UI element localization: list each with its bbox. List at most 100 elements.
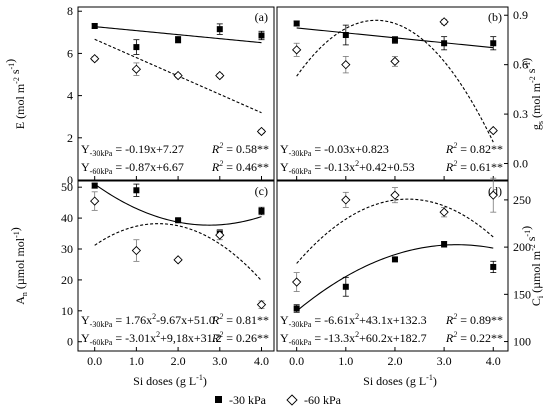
text-span: +9,18x+31.2 — [160, 331, 222, 345]
point-30kpa — [342, 283, 349, 290]
text-span: s — [8, 69, 22, 77]
point-30kpa — [175, 36, 182, 43]
point-30kpa — [293, 305, 300, 312]
point-60kpa — [173, 255, 183, 265]
equation-60kpa: Y-60kPa = -0.87x+6.67 — [81, 160, 184, 176]
x-tick-label: 3.0 — [437, 354, 452, 368]
x-tick-label: 4.0 — [486, 354, 501, 368]
text-span: -30kPa — [90, 320, 113, 329]
text-span: -1 — [523, 62, 532, 69]
legend: -30 kPa -60 kPa — [215, 393, 342, 407]
text-span: Y — [280, 160, 289, 174]
text-span: ) — [519, 58, 533, 62]
text-span: = -0.19x+7.27 — [112, 142, 184, 156]
r2-label: R2 = 0.22** — [445, 330, 503, 345]
text-span: = 0.26** — [223, 331, 269, 345]
y-tick-label: 4 — [67, 89, 73, 103]
y-tick-label: 10 — [61, 304, 73, 318]
text-span: Y — [81, 160, 90, 174]
text-span: -60kPa — [289, 167, 312, 176]
text-span: A — [13, 296, 27, 305]
text-span: = 1.76x — [112, 313, 152, 327]
y-tick-label: 0.9 — [513, 8, 528, 22]
legend-label-60kpa: -60 kPa — [304, 393, 342, 407]
text-span: 2 — [152, 312, 156, 321]
text-span: g L — [180, 374, 196, 388]
text-span: -1 — [523, 230, 532, 237]
text-span: -1 — [12, 231, 21, 238]
legend-label-30kpa: -30 kPa — [229, 393, 267, 407]
text-span: -2 — [12, 77, 21, 84]
point-30kpa — [441, 241, 448, 248]
text-span: i — [536, 295, 545, 298]
text-span: 2 — [453, 312, 457, 321]
point-30kpa — [342, 32, 349, 39]
text-span: = -0.87x+6.67 — [112, 160, 184, 174]
text-span: = 0.58** — [223, 142, 269, 156]
plot-frame — [276, 180, 509, 352]
r2-label: R2 = 0.89** — [445, 312, 503, 327]
point-30kpa — [441, 40, 448, 47]
text-span: -9.67x+51.0 — [156, 313, 215, 327]
text-span: 2 — [219, 312, 223, 321]
text-span: -2 — [528, 244, 537, 251]
text-span: -1 — [426, 373, 433, 382]
text-span: R — [211, 313, 220, 327]
y-axis-title-d: Ci (µmol m-2 s-1) — [519, 226, 545, 306]
text-span: ) — [519, 226, 533, 230]
fit-curve — [94, 223, 262, 282]
text-span: Y — [81, 142, 90, 156]
text-span: = 0.46** — [223, 160, 269, 174]
y-axis-title-c: An (µmol mol-1) — [8, 227, 29, 305]
text-span: g L — [410, 374, 426, 388]
text-span: -60kPa — [90, 167, 113, 176]
text-span: = 0.81** — [223, 313, 269, 327]
plot-frame — [77, 180, 275, 352]
point-60kpa — [488, 190, 498, 200]
panel-c: 0 10 20 30 40 50 0.0 1.0 2.0 3.0 4.0 (c) Y-30kPa = 1… — [61, 180, 275, 368]
y-tick-label: 100 — [513, 335, 531, 349]
text-span: Si doses ( — [363, 374, 410, 388]
point-60kpa — [131, 64, 142, 74]
text-span: = 0.89** — [457, 313, 503, 327]
x-axis-title-right: Si doses (g L-1) — [363, 373, 437, 388]
text-span: n — [20, 292, 29, 296]
text-span: -1 — [196, 373, 203, 382]
fit-curve — [296, 198, 494, 264]
point-60kpa — [439, 207, 449, 217]
text-span: ) — [203, 374, 207, 388]
fit-curve — [94, 26, 262, 44]
text-span: R — [211, 142, 220, 156]
text-span: +0.42+0.53 — [359, 160, 415, 174]
text-span: = -0.13x — [311, 160, 355, 174]
point-60kpa — [390, 56, 400, 67]
r2-label: R2 = 0.26** — [211, 330, 269, 345]
text-span: µmol mol — [13, 237, 27, 285]
text-span: R — [211, 160, 220, 174]
text-span: R — [445, 160, 454, 174]
text-span: mol m — [13, 83, 27, 115]
text-span: µmol m — [529, 250, 543, 289]
equation-30kpa: Y-30kPa = 1.76x2-9.67x+51.0 — [81, 312, 215, 329]
text-span: = 0.82** — [457, 142, 503, 156]
text-span: mol m — [529, 82, 543, 114]
text-span: Y — [280, 313, 289, 327]
point-60kpa — [215, 70, 225, 81]
text-span: Y — [280, 142, 289, 156]
fit-curve — [296, 19, 494, 143]
text-span: 2 — [219, 159, 223, 168]
text-span: s — [536, 121, 545, 124]
text-span: 2 — [355, 330, 359, 339]
text-span: R — [445, 313, 454, 327]
y-tick-label: 40 — [61, 211, 73, 225]
equation-60kpa: Y-60kPa = -0.13x2+0.42+0.53 — [280, 159, 415, 176]
text-span: g — [529, 124, 543, 130]
plot-frame — [77, 6, 275, 181]
equation-30kpa: Y-30kPa = -0.19x+7.27 — [81, 142, 184, 158]
y-tick-label: 250 — [513, 193, 531, 207]
x-tick-label: 3.0 — [212, 354, 227, 368]
y-tick-label: 0 — [67, 335, 73, 349]
text-span: 2 — [355, 312, 359, 321]
x-tick-label: 0.0 — [289, 354, 304, 368]
